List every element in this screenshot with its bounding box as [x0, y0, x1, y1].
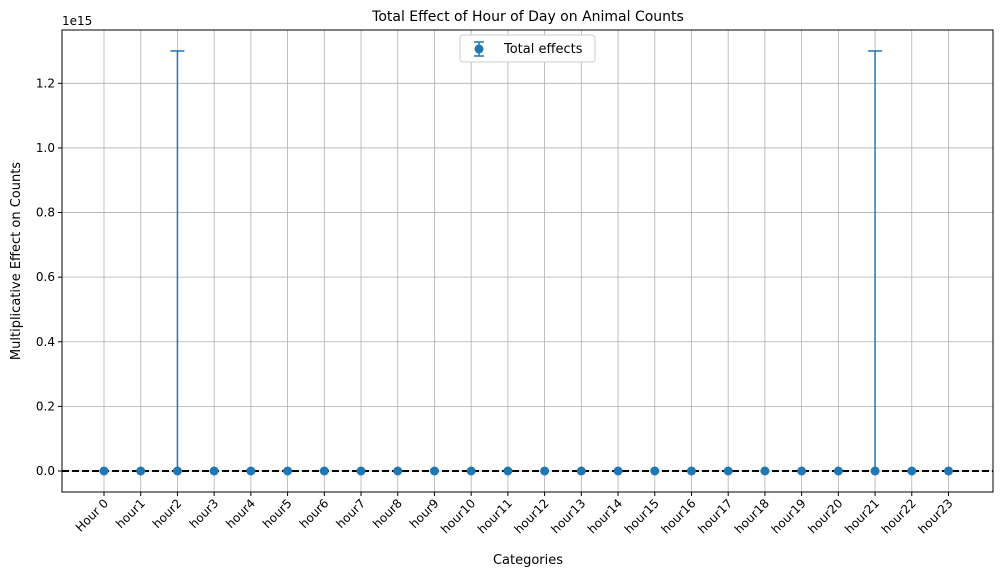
data-point	[429, 466, 439, 476]
data-point	[393, 466, 403, 476]
data-point	[797, 466, 807, 476]
data-point	[870, 466, 880, 476]
y-axis-ticks: 0.0 0.2 0.4 0.6 0.8 1.0 1.2	[36, 76, 62, 478]
y-tick-label: 0.2	[36, 399, 55, 413]
x-tick-label: hour11	[475, 496, 515, 536]
y-tick-label: 1.2	[36, 76, 55, 90]
plot-frame	[61, 29, 994, 493]
legend-label: Total effects	[503, 42, 583, 57]
x-tick-label: hour8	[370, 496, 405, 531]
data-point	[209, 466, 219, 476]
x-tick-label: hour21	[842, 496, 882, 536]
data-point	[723, 466, 733, 476]
data-point	[99, 466, 109, 476]
x-tick-label: hour12	[512, 496, 552, 536]
data-point	[833, 466, 843, 476]
x-tick-label: hour2	[150, 496, 185, 531]
data-point	[172, 466, 182, 476]
data-point	[136, 466, 146, 476]
x-tick-label: hour20	[805, 496, 845, 536]
y-tick-label: 0.0	[36, 464, 55, 478]
data-point	[944, 466, 953, 476]
error-bars	[170, 50, 883, 471]
legend: Total effects	[459, 34, 596, 63]
data-point	[246, 466, 256, 476]
x-tick-label: hour9	[407, 496, 442, 531]
x-axis-label: Categories	[493, 553, 563, 568]
y-tick-label: 0.4	[36, 335, 55, 349]
data-point	[613, 466, 623, 476]
grid	[62, 30, 993, 492]
y-tick-label: 0.6	[36, 270, 55, 284]
x-tick-label: hour1	[113, 496, 148, 531]
data-point	[319, 466, 329, 476]
x-tick-label: hour4	[223, 496, 258, 531]
data-points	[99, 466, 953, 476]
legend-point-marker	[474, 44, 484, 54]
x-tick-label: hour16	[658, 496, 698, 536]
data-point	[356, 466, 366, 476]
x-tick-label: hour6	[297, 496, 332, 531]
x-tick-label: hour23	[915, 496, 955, 536]
x-axis-ticks: Hour 0 hour1 hour2 hour3 hour4 hour5 hour6 hour…	[73, 492, 956, 536]
x-tick-label: hour3	[187, 496, 222, 531]
data-point	[650, 466, 660, 476]
data-point	[686, 466, 696, 476]
x-tick-label: hour13	[548, 496, 588, 536]
y-tick-label: 0.8	[36, 206, 55, 220]
y-tick-label: 1.0	[36, 141, 55, 155]
x-tick-label: hour7	[333, 496, 368, 531]
y-axis-offset-label: 1e15	[62, 14, 92, 28]
x-tick-label: hour19	[769, 496, 809, 536]
data-point	[907, 466, 917, 476]
x-tick-label: hour5	[260, 496, 295, 531]
x-tick-label: hour10	[438, 496, 478, 536]
x-tick-label: hour17	[695, 496, 735, 536]
data-point	[540, 466, 550, 476]
x-tick-label: hour22	[879, 496, 919, 536]
data-point	[283, 466, 293, 476]
chart-title: Total Effect of Hour of Day on Animal Co…	[371, 9, 684, 25]
data-point	[466, 466, 476, 476]
data-point	[760, 466, 770, 476]
legend-box	[459, 34, 596, 63]
data-point	[503, 466, 513, 476]
x-tick-label: Hour 0	[73, 496, 111, 534]
y-axis-label: Multiplicative Effect on Counts	[9, 162, 24, 360]
x-tick-label: hour14	[585, 496, 625, 536]
data-point	[576, 466, 586, 476]
x-tick-label: hour15	[622, 496, 662, 536]
x-tick-label: hour18	[732, 496, 772, 536]
